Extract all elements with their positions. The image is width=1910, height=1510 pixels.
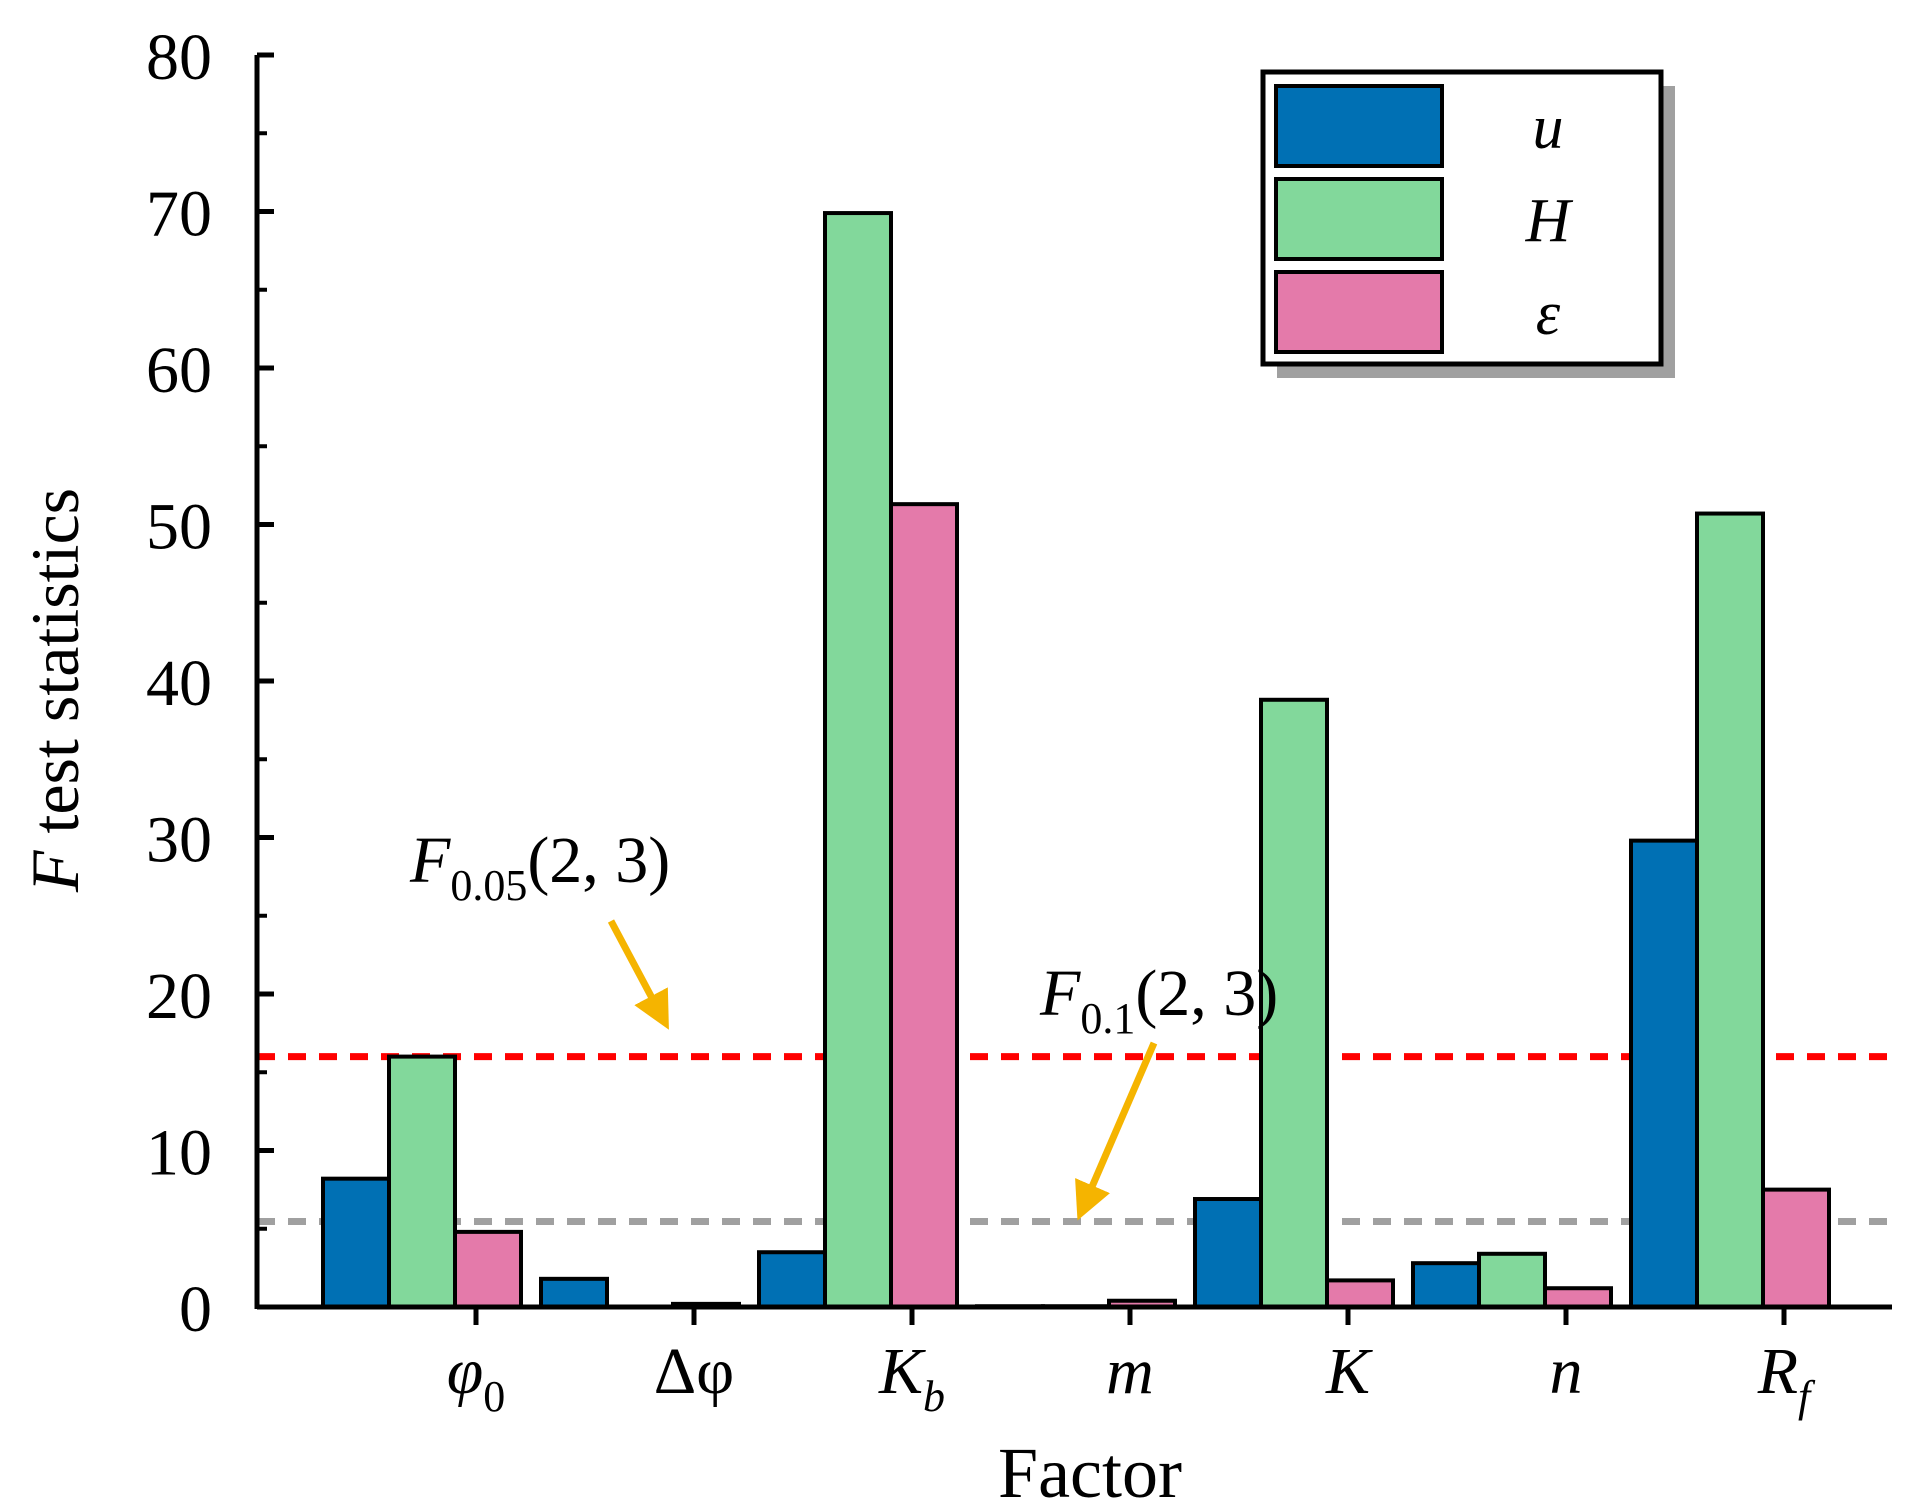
bar-H-4 [1259, 697, 1329, 1309]
legend-label-ε: ε [1536, 280, 1561, 348]
x-tick-label: Kb [878, 1335, 945, 1421]
y-tick-label: 30 [146, 804, 212, 877]
bar-H-0 [387, 1054, 457, 1309]
reference-label: F0.1(2, 3) [1039, 957, 1278, 1043]
y-tick-label: 20 [146, 960, 212, 1033]
legend-swatch-u [1274, 84, 1444, 168]
y-tick-label: 10 [146, 1117, 212, 1190]
bar-H-5 [1477, 1251, 1547, 1310]
bar-u-0 [321, 1176, 391, 1310]
y-axis-title-rest: test statistics [17, 488, 93, 851]
bar-u-1 [539, 1276, 609, 1309]
bar-u-6 [1629, 838, 1699, 1309]
bar-ε-0 [453, 1229, 523, 1310]
legend-swatch-ε [1274, 270, 1444, 354]
y-tick-label: 50 [146, 491, 212, 564]
x-tick-label: n [1550, 1335, 1583, 1408]
y-tick-label: 40 [146, 647, 212, 720]
legend-label-H: H [1525, 187, 1574, 255]
y-tick-label: 60 [146, 334, 212, 407]
legend-label-u: u [1533, 94, 1564, 162]
bar-H-2 [823, 211, 893, 1310]
bar-u-5 [1411, 1261, 1481, 1310]
x-tick-label: Rf [1757, 1335, 1816, 1421]
y-tick-label: 0 [179, 1273, 212, 1346]
bar-H-6 [1695, 511, 1765, 1309]
bar-u-2 [757, 1250, 827, 1309]
x-tick-label: φ0 [447, 1335, 506, 1421]
x-axis-title: Factor [998, 1433, 1182, 1510]
annotation-arrow [1075, 1041, 1158, 1221]
y-axis-title-italic: F [17, 849, 93, 893]
bar-u-4 [1193, 1197, 1263, 1310]
annotation-arrow [607, 919, 669, 1030]
bar-ε-6 [1761, 1187, 1831, 1309]
reference-lines [257, 1053, 1892, 1226]
bar-ε-5 [1543, 1286, 1613, 1309]
bars [321, 211, 1831, 1310]
reference-label: F0.05(2, 3) [409, 824, 670, 910]
legend-swatch-H [1274, 177, 1444, 261]
x-tick-label: m [1106, 1335, 1154, 1408]
y-tick-label: 80 [146, 21, 212, 94]
bar-ε-4 [1325, 1278, 1395, 1310]
x-tick-label: Δφ [654, 1335, 735, 1408]
bar-ε-2 [889, 502, 959, 1309]
y-ticks: 0 10 20 30 40 50 60 70 80 [146, 21, 274, 1346]
y-axis-title: F test statistics [17, 488, 93, 893]
legend: uHε [1260, 69, 1675, 378]
x-tick-label: K [1325, 1335, 1373, 1408]
y-tick-label: 70 [146, 178, 212, 251]
annotations: F0.05(2, 3) F0.1(2, 3) [409, 824, 1278, 1221]
